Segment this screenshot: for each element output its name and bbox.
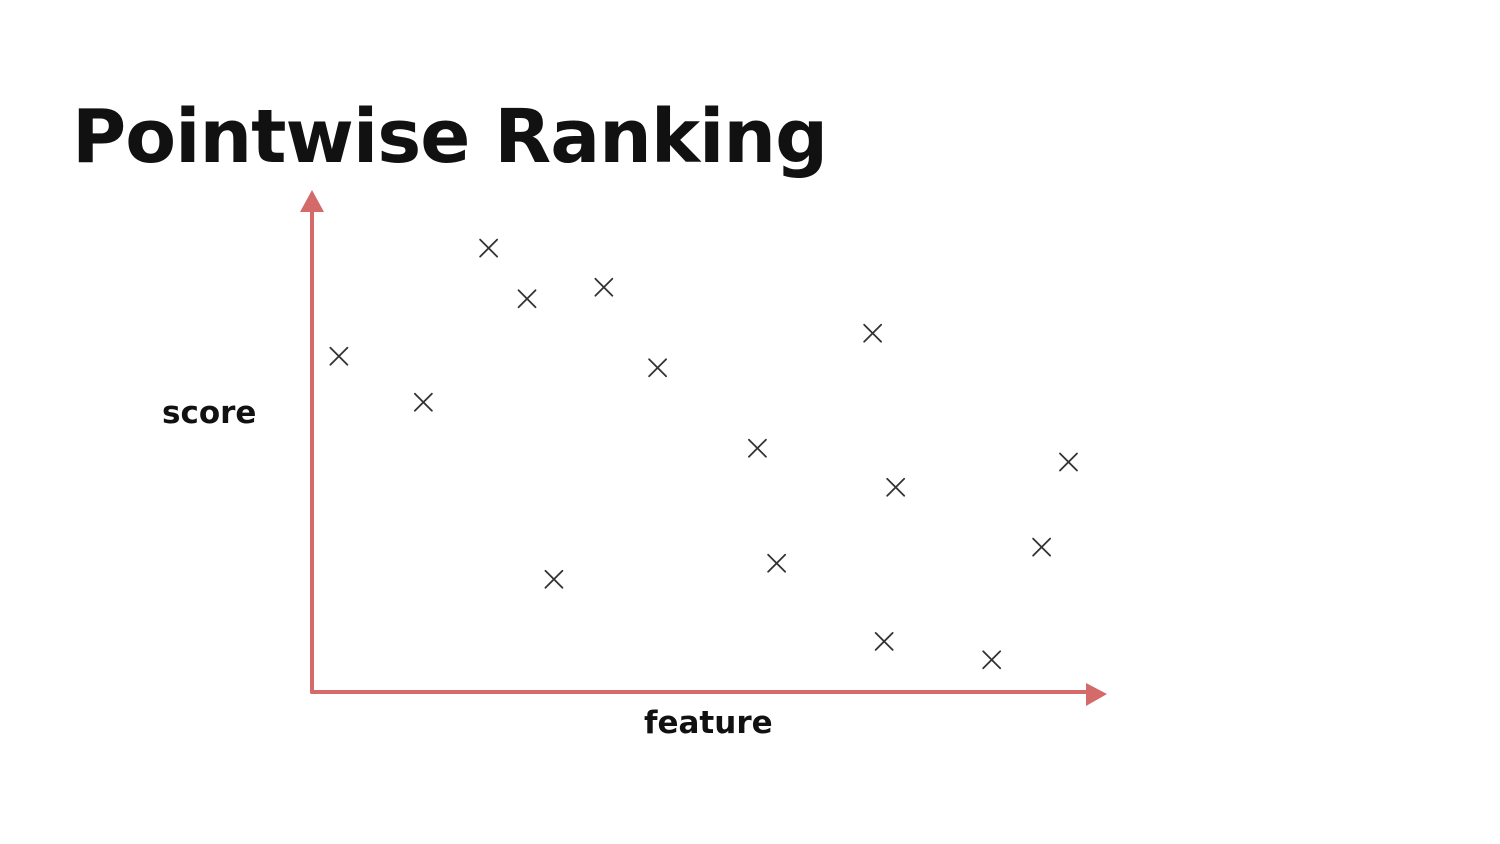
y-axis-label: score: [162, 395, 257, 431]
data-point-12: [874, 632, 894, 651]
data-point-15: [1059, 452, 1078, 472]
data-point-1: [329, 346, 349, 366]
data-points: [329, 238, 1078, 670]
data-point-3: [479, 238, 499, 258]
data-point-13: [982, 650, 1002, 670]
data-point-5: [594, 277, 614, 297]
y-axis-arrowhead: [300, 190, 324, 212]
x-axis-label: feature: [644, 705, 773, 741]
data-point-7: [648, 358, 667, 378]
y-axis: [300, 190, 324, 694]
data-point-9: [767, 553, 787, 573]
data-point-4: [517, 289, 537, 309]
x-axis-arrowhead: [1086, 683, 1107, 706]
data-point-2: [413, 392, 433, 412]
slide-title: Pointwise Ranking: [72, 94, 828, 180]
data-point-11: [886, 477, 906, 497]
data-point-8: [748, 438, 767, 458]
data-point-6: [544, 569, 564, 589]
x-axis: [310, 683, 1107, 706]
data-point-14: [1032, 537, 1051, 557]
data-point-10: [863, 323, 883, 343]
